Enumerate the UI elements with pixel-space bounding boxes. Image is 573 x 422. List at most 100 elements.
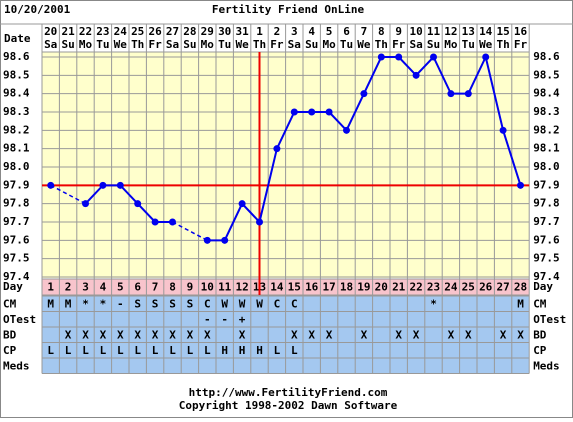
- weekday-label: Sa: [409, 38, 422, 51]
- row-cell: X: [100, 328, 107, 341]
- weekday-label: Su: [305, 38, 318, 51]
- temperature-point: [464, 90, 472, 98]
- row-cell: S: [169, 297, 176, 310]
- day-number: 18: [340, 281, 353, 294]
- day-number: 15: [288, 281, 301, 294]
- y-tick-label-right: 97.4: [533, 270, 560, 283]
- row-label-right: OTest: [533, 313, 566, 326]
- day-number: 25: [462, 281, 475, 294]
- weekday-label: Tu: [340, 38, 353, 51]
- date-label: 31: [235, 25, 249, 38]
- day-number: 7: [152, 281, 159, 294]
- row-cell: M: [65, 297, 72, 310]
- weekday-label: Mo: [79, 38, 93, 51]
- row-cell: X: [152, 328, 159, 341]
- temperature-point: [412, 71, 420, 79]
- y-tick-label: 98.3: [3, 105, 30, 118]
- temperature-point: [82, 200, 89, 208]
- weekday-label: Tu: [218, 38, 231, 51]
- weekday-label: Tu: [96, 38, 109, 51]
- row-cell: X: [517, 328, 524, 341]
- row-label: CP: [3, 344, 17, 357]
- y-tick-label: 98.1: [3, 142, 30, 155]
- chart-date: 10/20/2001: [4, 3, 71, 16]
- date-label: 1: [256, 25, 263, 38]
- date-label: 25: [131, 25, 144, 38]
- y-tick-label: 98.2: [3, 123, 30, 136]
- y-tick-label: 98.0: [3, 160, 30, 173]
- y-tick-label: 97.5: [3, 252, 30, 265]
- day-number: 26: [479, 281, 493, 294]
- row-cell: H: [256, 344, 263, 357]
- y-tick-label: 97.7: [3, 215, 30, 228]
- row-cell: L: [152, 344, 159, 357]
- date-label: 23: [96, 25, 109, 38]
- day-number: 11: [218, 281, 232, 294]
- row-cell: X: [187, 328, 194, 341]
- row-cell: L: [187, 344, 194, 357]
- y-tick-label-right: 98.5: [533, 68, 560, 81]
- temperature-point: [151, 218, 159, 226]
- y-tick-label: 98.4: [3, 87, 30, 100]
- row-cell: L: [65, 344, 72, 357]
- weekday-label: Th: [253, 38, 266, 51]
- date-label: 8: [378, 25, 385, 38]
- y-tick-label-right: 97.6: [533, 233, 560, 246]
- row-cell: L: [169, 344, 176, 357]
- row-cell: L: [291, 344, 298, 357]
- y-tick-label-right: 98.2: [533, 123, 560, 136]
- weekday-label: We: [479, 38, 493, 51]
- date-label: 4: [308, 25, 315, 38]
- date-label: 20: [44, 25, 57, 38]
- weekday-label: We: [235, 38, 249, 51]
- date-label: 10: [409, 25, 422, 38]
- weekday-label: Mo: [322, 38, 336, 51]
- temperature-point: [238, 200, 246, 208]
- date-label: 28: [183, 25, 196, 38]
- weekday-label: Su: [61, 38, 74, 51]
- row-cell: S: [187, 297, 194, 310]
- row-cell: S: [152, 297, 159, 310]
- y-tick-label: 97.8: [3, 197, 30, 210]
- temperature-point: [221, 236, 229, 244]
- weekday-label: Mo: [444, 38, 458, 51]
- row-label: OTest: [3, 313, 36, 326]
- row-cell: X: [204, 328, 211, 341]
- row-cell: X: [239, 328, 246, 341]
- temperature-point: [360, 90, 368, 98]
- date-label: 21: [61, 25, 75, 38]
- date-label: 29: [201, 25, 214, 38]
- weekday-label: Fr: [392, 38, 406, 51]
- temperature-point: [99, 181, 107, 189]
- weekday-label: Sa: [44, 38, 57, 51]
- day-label-right: Day: [533, 280, 553, 293]
- row-cell: X: [500, 328, 507, 341]
- date-label: 6: [343, 25, 350, 38]
- row-cell: +: [239, 313, 246, 326]
- temperature-point: [517, 181, 524, 189]
- day-number: 3: [82, 281, 89, 294]
- weekday-label: Sa: [166, 38, 179, 51]
- row-cell: *: [430, 297, 437, 310]
- row-cell: L: [82, 344, 89, 357]
- row-cell: L: [134, 344, 141, 357]
- row-cell: X: [361, 328, 368, 341]
- y-tick-label: 98.5: [3, 68, 30, 81]
- date-label: 30: [218, 25, 231, 38]
- weekday-label: Fr: [514, 38, 528, 51]
- day-number: 6: [134, 281, 141, 294]
- day-number: 27: [496, 281, 509, 294]
- y-tick-label-right: 98.6: [533, 50, 560, 63]
- weekday-label: Mo: [201, 38, 215, 51]
- temperature-point: [499, 126, 507, 134]
- row-cell: L: [274, 344, 281, 357]
- date-label: 24: [114, 25, 128, 38]
- temperature-point: [430, 53, 437, 61]
- row-cell: H: [239, 344, 246, 357]
- row-cell: L: [117, 344, 124, 357]
- temperature-point: [256, 218, 263, 226]
- row-label-right: BD: [533, 328, 547, 341]
- temperature-point: [290, 108, 298, 116]
- day-number: 19: [357, 281, 370, 294]
